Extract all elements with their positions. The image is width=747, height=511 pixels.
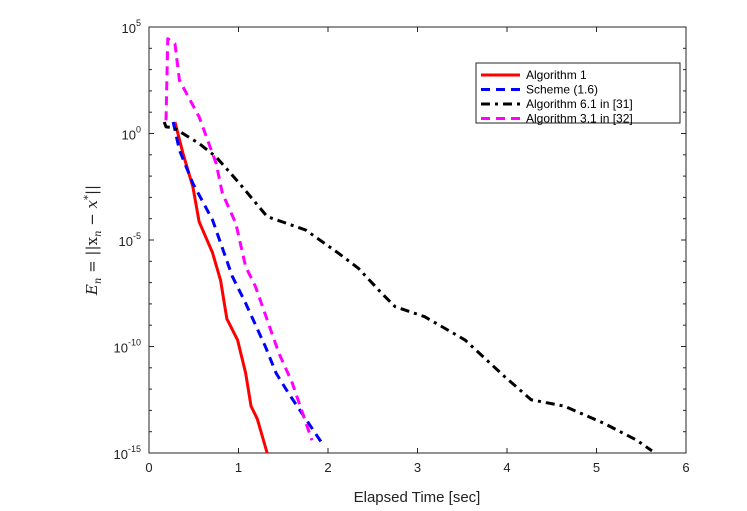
y-tick-label: 10-15 [114,444,141,462]
series-line-2 [162,121,653,453]
x-tick-label: 3 [414,460,421,475]
y-axis-label: En = ||xn − x*|| [83,185,104,296]
x-tick-label: 4 [503,460,510,475]
y-tick-label: 100 [122,125,141,143]
x-tick-label: 1 [235,460,242,475]
series-line-1 [171,121,323,443]
y-tick-label: 105 [122,18,141,36]
legend-label: Algorithm 3.1 in [32] [526,112,633,126]
x-tick-label: 6 [682,460,689,475]
x-tick-label: 2 [324,460,331,475]
x-tick-label: 5 [593,460,600,475]
legend-label: Scheme (1.6) [526,83,598,97]
x-axis-label: Elapsed Time [sec] [354,489,481,506]
x-tick-label: 0 [145,460,152,475]
y-tick-label: 10-5 [119,231,141,249]
legend-label: Algorithm 1 [526,68,587,82]
series-line-3 [164,37,314,441]
y-tick-label: 10-10 [114,338,141,356]
legend-label: Algorithm 6.1 in [31] [526,97,633,111]
